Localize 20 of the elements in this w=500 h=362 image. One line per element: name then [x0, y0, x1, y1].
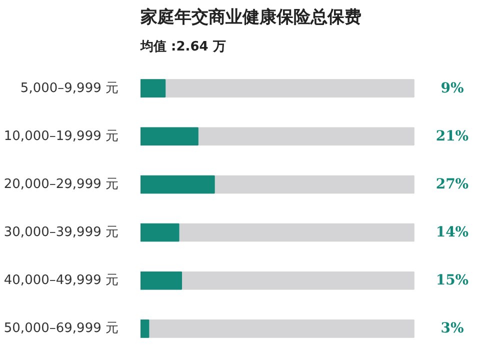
data-label: 3% — [440, 320, 464, 337]
data-label: 9% — [440, 80, 464, 96]
data-label: 21% — [436, 128, 469, 144]
bar — [140, 223, 180, 242]
data-label: 27% — [436, 176, 469, 192]
y-tick-label: 20,000–29,999 元 — [4, 176, 118, 192]
chart-title: 家庭年交商业健康保险总保费 — [140, 8, 362, 28]
bar — [140, 127, 198, 146]
y-tick-label: 30,000–39,999 元 — [4, 225, 118, 240]
bar — [140, 320, 150, 338]
y-tick-label: 5,000–9,999 元 — [20, 80, 119, 96]
y-tick-label: 40,000–49,999 元 — [4, 273, 118, 288]
y-tick-label: 10,000–19,999 元 — [4, 128, 118, 144]
data-label: 14% — [436, 224, 469, 241]
chart-subtitle: 均值 :2.64 万 — [140, 40, 226, 54]
data-label: 15% — [436, 272, 469, 289]
y-tick-label: 50,000–69,999 元 — [4, 321, 118, 336]
bar — [140, 175, 215, 194]
bar — [140, 271, 182, 290]
bar — [140, 79, 166, 98]
